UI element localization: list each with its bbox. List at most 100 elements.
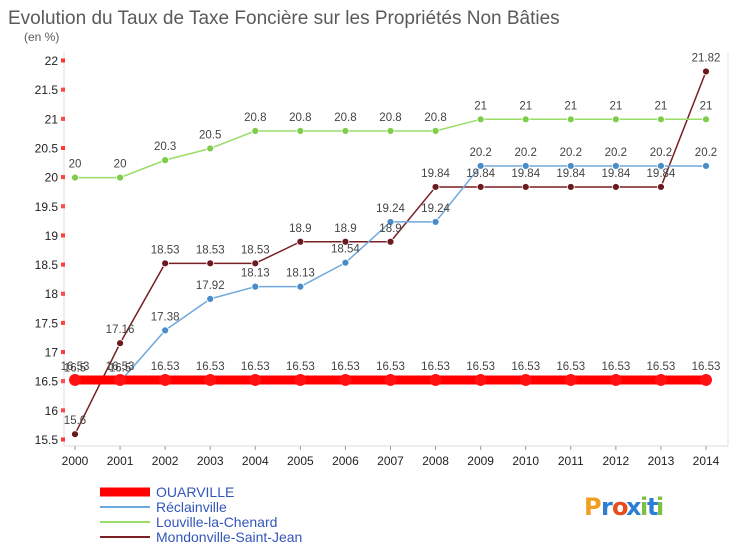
data-point-louville-la-chenard	[251, 127, 260, 135]
logo-letter: r	[601, 493, 613, 521]
logo-letter: P	[584, 493, 602, 521]
y-tick-label: 15.5	[35, 433, 59, 447]
data-point-louville-la-chenard	[611, 115, 620, 124]
y-tick-label: 19	[45, 229, 59, 243]
x-tick-label: 2001	[107, 454, 134, 468]
data-point-louville-la-chenard	[206, 144, 215, 153]
data-point-mondonville-saint-jean	[251, 259, 260, 268]
data-label-r-clainville: 16.5	[64, 363, 86, 375]
data-point-ouarville	[159, 373, 172, 386]
data-label-ouarville: 16.53	[601, 361, 630, 373]
data-label-louville-la-chenard: 20	[114, 159, 127, 171]
logo-letter: i	[640, 493, 648, 521]
data-label-louville-la-chenard: 21	[519, 100, 532, 112]
data-point-ouarville	[700, 373, 712, 386]
data-label-ouarville: 16.53	[151, 361, 180, 373]
data-label-ouarville: 16.53	[466, 361, 495, 373]
data-label-mondonville-saint-jean: 21.82	[692, 52, 721, 64]
data-label-mondonville-saint-jean: 19.84	[511, 168, 540, 180]
data-point-mondonville-saint-jean	[657, 183, 665, 191]
y-tick-label: 17.5	[35, 316, 59, 330]
data-label-r-clainville: 20.2	[650, 147, 672, 159]
data-label-louville-la-chenard: 21	[700, 100, 713, 112]
data-point-mondonville-saint-jean	[702, 67, 710, 76]
x-tick-label: 2005	[287, 454, 314, 468]
data-label-mondonville-saint-jean: 18.9	[334, 223, 356, 235]
data-label-louville-la-chenard: 20.5	[199, 129, 221, 141]
x-tick-label: 2000	[62, 454, 89, 468]
data-label-mondonville-saint-jean: 18.9	[289, 223, 311, 235]
data-point-mondonville-saint-jean	[71, 430, 79, 439]
data-label-r-clainville: 20.2	[695, 147, 717, 159]
data-point-mondonville-saint-jean	[296, 237, 305, 246]
data-point-ouarville	[294, 373, 307, 386]
series-line-r-clainville	[74, 165, 707, 383]
data-point-mondonville-saint-jean	[431, 183, 440, 191]
data-label-louville-la-chenard: 21	[655, 100, 668, 112]
data-point-mondonville-saint-jean	[611, 183, 620, 191]
data-label-ouarville: 16.53	[286, 361, 315, 373]
x-tick-label: 2006	[332, 454, 359, 468]
data-label-ouarville: 16.53	[331, 361, 360, 373]
data-point-ouarville	[384, 373, 397, 386]
legend-label: Réclainville	[156, 499, 227, 515]
data-label-mondonville-saint-jean: 19.84	[601, 168, 630, 180]
data-point-r-clainville	[521, 162, 530, 170]
series-markers	[69, 67, 712, 439]
x-tick-label: 2011	[558, 454, 584, 468]
data-label-louville-la-chenard: 20	[69, 159, 82, 171]
data-point-mondonville-saint-jean	[386, 237, 395, 246]
data-label-r-clainville: 17.38	[151, 311, 180, 323]
x-tick-label: 2013	[648, 454, 675, 468]
data-label-louville-la-chenard: 20.8	[289, 112, 311, 124]
data-label-ouarville: 16.53	[196, 361, 225, 373]
data-label-louville-la-chenard: 21	[609, 100, 622, 112]
data-point-louville-la-chenard	[341, 127, 350, 135]
data-label-mondonville-saint-jean: 15.6	[64, 415, 86, 427]
data-point-r-clainville	[206, 294, 215, 303]
data-point-r-clainville	[566, 162, 575, 170]
data-label-ouarville: 16.53	[421, 361, 450, 373]
data-point-ouarville	[114, 373, 127, 386]
data-point-mondonville-saint-jean	[116, 339, 124, 348]
data-point-ouarville	[609, 373, 622, 386]
y-tick-label: 16.5	[35, 375, 59, 389]
data-point-louville-la-chenard	[296, 127, 305, 135]
data-point-r-clainville	[161, 326, 170, 335]
y-tick-label: 21.5	[35, 83, 59, 97]
x-tick-label: 2002	[152, 454, 179, 468]
logo-letter: t	[647, 493, 658, 521]
data-point-ouarville	[474, 373, 487, 386]
data-point-ouarville	[339, 373, 352, 386]
data-point-louville-la-chenard	[71, 173, 79, 182]
data-point-ouarville	[564, 373, 577, 386]
data-labels: 15.6 17.16 18.53 18.53 18.53 18.9 18.9 18.9 19.8…	[61, 52, 721, 427]
data-point-ouarville	[519, 373, 532, 386]
data-point-r-clainville	[702, 162, 710, 170]
legend: OUARVILLERéclainvilleLouville-la-Chenard…	[100, 484, 302, 545]
data-point-ouarville	[69, 373, 81, 386]
data-point-mondonville-saint-jean	[566, 183, 575, 191]
data-point-r-clainville	[341, 258, 350, 267]
data-label-mondonville-saint-jean: 18.53	[196, 244, 225, 256]
data-point-mondonville-saint-jean	[161, 259, 170, 268]
x-tick-label: 2008	[422, 454, 449, 468]
legend-label: Mondonville-Saint-Jean	[156, 529, 302, 545]
logo-letter: o	[612, 493, 629, 521]
data-label-ouarville: 16.53	[61, 361, 90, 373]
x-tick-label: 2012	[603, 454, 630, 468]
data-label-r-clainville: 16.5	[109, 363, 131, 375]
data-label-ouarville: 16.53	[692, 361, 721, 373]
data-label-ouarville: 16.53	[376, 361, 405, 373]
logo-letter: x	[626, 493, 642, 521]
y-tick-label: 19.5	[35, 200, 59, 214]
data-point-louville-la-chenard	[657, 115, 665, 124]
data-label-ouarville: 16.53	[556, 361, 585, 373]
data-point-ouarville	[204, 373, 217, 386]
chart-subtitle: (en %)	[24, 30, 59, 44]
data-point-r-clainville	[657, 162, 665, 170]
data-label-r-clainville: 18.13	[286, 268, 315, 280]
data-point-r-clainville	[296, 282, 305, 291]
